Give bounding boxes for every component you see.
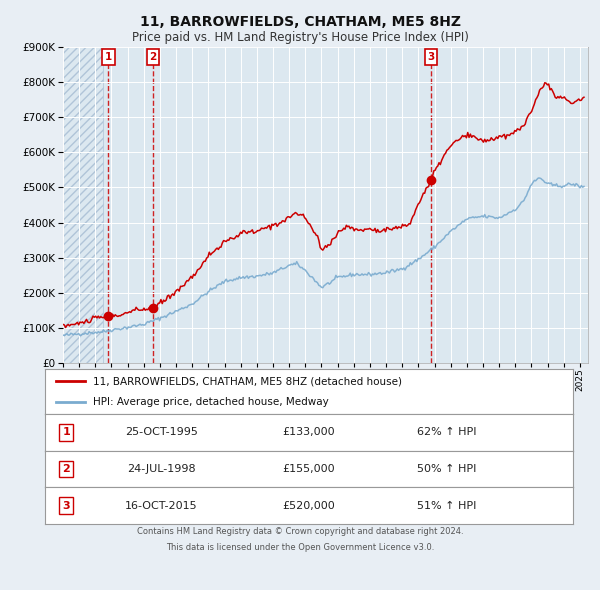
Text: 2: 2 [149, 52, 157, 62]
Text: 1: 1 [105, 52, 112, 62]
Text: 11, BARROWFIELDS, CHATHAM, ME5 8HZ (detached house): 11, BARROWFIELDS, CHATHAM, ME5 8HZ (deta… [92, 376, 401, 386]
Text: 11, BARROWFIELDS, CHATHAM, ME5 8HZ: 11, BARROWFIELDS, CHATHAM, ME5 8HZ [139, 15, 461, 29]
Text: 3: 3 [62, 501, 70, 510]
Text: £155,000: £155,000 [283, 464, 335, 474]
Text: 51% ↑ HPI: 51% ↑ HPI [416, 501, 476, 510]
Text: 1: 1 [62, 428, 70, 437]
Text: 25-OCT-1995: 25-OCT-1995 [125, 428, 197, 437]
Text: This data is licensed under the Open Government Licence v3.0.: This data is licensed under the Open Gov… [166, 543, 434, 552]
Text: £133,000: £133,000 [283, 428, 335, 437]
Text: 50% ↑ HPI: 50% ↑ HPI [416, 464, 476, 474]
Text: £520,000: £520,000 [283, 501, 335, 510]
Text: Price paid vs. HM Land Registry's House Price Index (HPI): Price paid vs. HM Land Registry's House … [131, 31, 469, 44]
Text: 3: 3 [428, 52, 435, 62]
Text: 24-JUL-1998: 24-JUL-1998 [127, 464, 196, 474]
Text: 16-OCT-2015: 16-OCT-2015 [125, 501, 197, 510]
Text: Contains HM Land Registry data © Crown copyright and database right 2024.: Contains HM Land Registry data © Crown c… [137, 527, 463, 536]
Text: HPI: Average price, detached house, Medway: HPI: Average price, detached house, Medw… [92, 397, 328, 407]
Bar [63, 47, 103, 363]
Text: 62% ↑ HPI: 62% ↑ HPI [416, 428, 476, 437]
Text: 2: 2 [62, 464, 70, 474]
